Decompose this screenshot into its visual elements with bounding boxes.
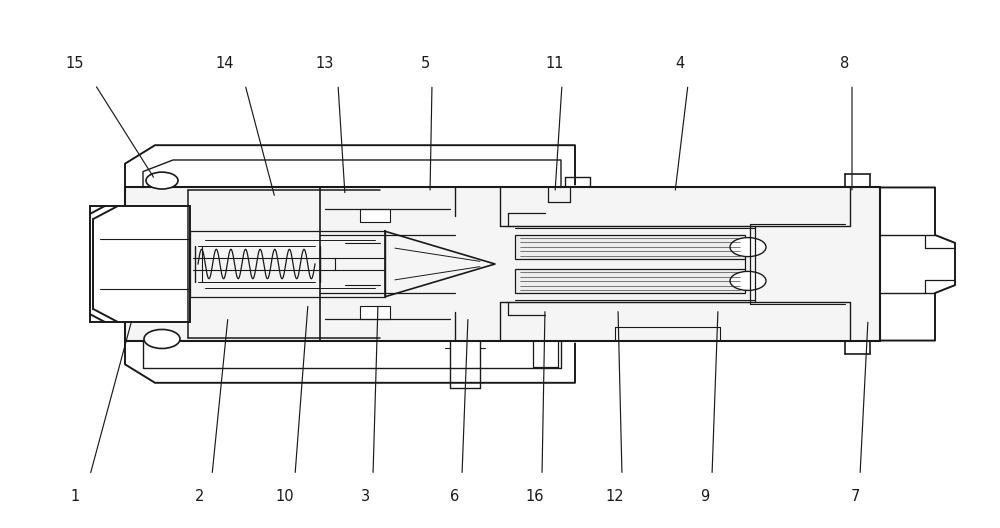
Text: 14: 14 [216,56,234,71]
Text: 12: 12 [606,489,624,504]
Circle shape [730,271,766,290]
Text: 16: 16 [526,489,544,504]
Text: 9: 9 [700,489,710,504]
Text: 6: 6 [450,489,460,504]
Bar [360,209,390,222]
Circle shape [144,329,180,348]
Bar [90,206,190,322]
Text: 8: 8 [840,56,850,71]
Bar [515,269,745,293]
Circle shape [146,172,178,189]
Bar [125,187,880,341]
Bar [515,235,745,259]
Text: 5: 5 [420,56,430,71]
Text: 10: 10 [276,489,294,504]
Text: 7: 7 [850,489,860,504]
Text: 13: 13 [316,56,334,71]
Text: 4: 4 [675,56,685,71]
Text: 1: 1 [70,489,80,504]
Text: 3: 3 [360,489,370,504]
Bar [360,306,390,319]
Text: 11: 11 [546,56,564,71]
Text: 15: 15 [66,56,84,71]
Circle shape [730,238,766,257]
Text: 2: 2 [195,489,205,504]
